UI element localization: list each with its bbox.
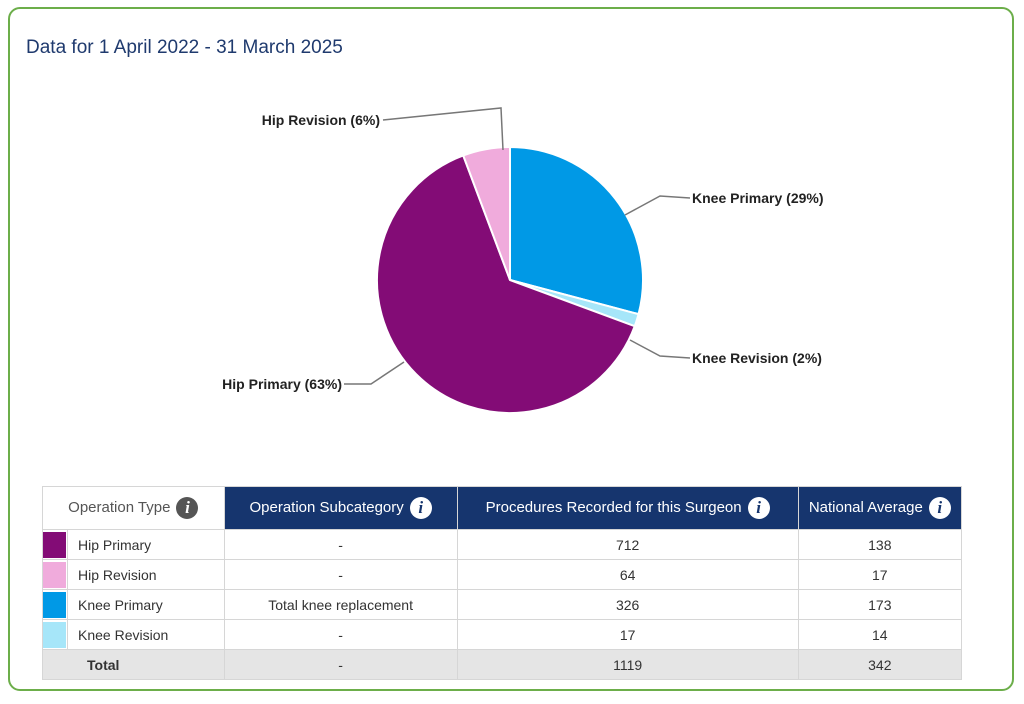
color-swatch-hip-primary <box>42 529 68 560</box>
total-label: Total <box>42 649 225 680</box>
national-average-cell: 14 <box>797 619 963 650</box>
procedures-cell: 1119 <box>456 649 799 680</box>
info-icon[interactable]: i <box>176 497 199 519</box>
national-average-cell: 138 <box>797 529 963 560</box>
procedures-cell: 64 <box>456 559 799 590</box>
pie-slice-hip-revision[interactable] <box>461 145 511 281</box>
national-average-cell: 342 <box>797 649 963 680</box>
subcategory-cell: - <box>223 619 458 650</box>
slice-label-hip-revision: Hip Revision (6%) <box>262 112 380 128</box>
operation-type-cell: Knee Primary <box>67 589 225 620</box>
data-table: Operation Type i Operation Subcategory i P… <box>42 486 963 680</box>
header-procedures: Procedures Recorded for this Surgeon i <box>456 486 799 530</box>
header-operation-type: Operation Type i <box>42 486 225 530</box>
slice-label-knee-revision: Knee Revision (2%) <box>692 350 822 366</box>
info-icon[interactable]: i <box>928 497 951 519</box>
table-header-row: Operation Type i Operation Subcategory i P… <box>42 486 963 530</box>
subcategory-cell: - <box>223 559 458 590</box>
procedures-cell: 712 <box>456 529 799 560</box>
leader-line <box>624 195 691 216</box>
subcategory-cell: - <box>223 529 458 560</box>
info-icon[interactable]: i <box>747 497 770 519</box>
operation-type-cell: Hip Primary <box>67 529 225 560</box>
procedures-cell: 17 <box>456 619 799 650</box>
color-swatch-hip-revision <box>42 559 68 590</box>
procedures-cell: 326 <box>456 589 799 620</box>
table-row: Hip Revision - 64 17 <box>42 559 963 590</box>
color-swatch-knee-revision <box>42 619 68 650</box>
info-icon[interactable]: i <box>409 497 432 519</box>
leader-line <box>629 339 691 359</box>
table-row: Hip Primary - 712 138 <box>42 529 963 560</box>
table-row: Knee Primary Total knee replacement 326 … <box>42 589 963 620</box>
slice-label-knee-primary: Knee Primary (29%) <box>692 190 824 206</box>
leader-line <box>382 107 504 151</box>
subcategory-cell: - <box>223 649 458 680</box>
national-average-cell: 173 <box>797 589 963 620</box>
national-average-cell: 17 <box>797 559 963 590</box>
header-subcategory: Operation Subcategory i <box>223 486 458 530</box>
table-row: Knee Revision - 17 14 <box>42 619 963 650</box>
pie-slice-hip-primary[interactable] <box>376 154 636 414</box>
operation-type-cell: Knee Revision <box>67 619 225 650</box>
header-national-average: National Average i <box>797 486 963 530</box>
color-swatch-knee-primary <box>42 589 68 620</box>
slice-label-hip-primary: Hip Primary (63%) <box>222 376 342 392</box>
operation-type-cell: Hip Revision <box>67 559 225 590</box>
table-total-row: Total - 1119 342 <box>42 649 963 680</box>
leader-line <box>344 361 405 385</box>
subcategory-cell: Total knee replacement <box>223 589 458 620</box>
page-title: Data for 1 April 2022 - 31 March 2025 <box>26 37 343 58</box>
pie-slice-knee-primary[interactable] <box>509 145 644 316</box>
pie-chart: Hip Primary (63%) Hip Revision (6%) Knee P… <box>222 107 824 414</box>
